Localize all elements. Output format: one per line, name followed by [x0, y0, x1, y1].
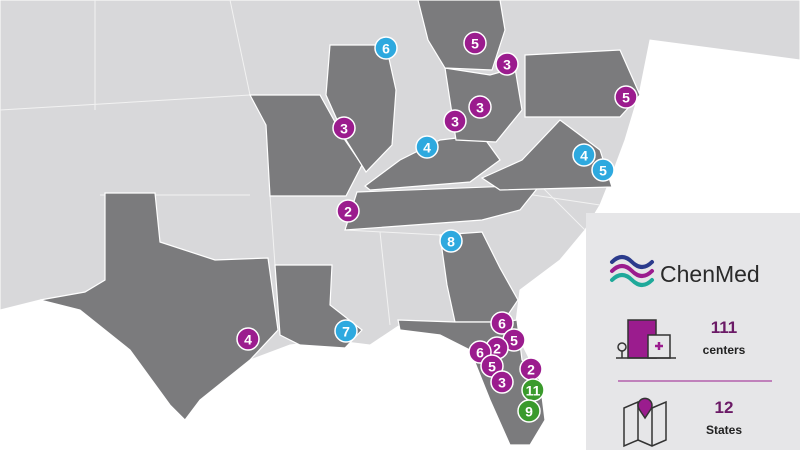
marker-count: 2 — [493, 341, 501, 357]
panel-bg — [586, 213, 800, 450]
states-count: 12 — [715, 398, 734, 417]
georgia — [439, 231, 519, 323]
marker-count: 11 — [526, 383, 541, 399]
marker-dot — [495, 52, 519, 76]
location-marker: 2 — [336, 199, 360, 223]
marker-dot — [236, 327, 260, 351]
location-marker: 6 — [490, 311, 514, 335]
location-marker: 4 — [236, 327, 260, 351]
marker-count: 6 — [382, 41, 390, 57]
virginia — [480, 119, 613, 191]
marker-count: 5 — [471, 36, 479, 52]
marker-dot — [439, 229, 463, 253]
marker-dot — [332, 116, 356, 140]
marker-dot — [374, 36, 398, 60]
location-marker: 3 — [468, 95, 492, 119]
texas — [39, 192, 279, 421]
marker-dot — [415, 135, 439, 159]
marker-count: 3 — [476, 100, 484, 116]
marker-count: 2 — [527, 362, 535, 378]
marker-count: 4 — [244, 332, 252, 348]
marker-dot — [334, 319, 358, 343]
location-marker: 3 — [490, 370, 514, 394]
marker-count: 6 — [476, 345, 484, 361]
highlighted-states — [39, 0, 641, 446]
location-marker: 3 — [443, 109, 467, 133]
marker-count: 4 — [423, 140, 431, 156]
location-marker: 6 — [374, 36, 398, 60]
marker-count: 5 — [622, 90, 630, 106]
map-icon — [623, 397, 667, 448]
location-marker: 5 — [591, 158, 615, 182]
michigan — [417, 0, 506, 71]
centers-label: centers — [703, 343, 746, 357]
location-marker: 11 — [521, 378, 545, 402]
marker-count: 7 — [342, 324, 350, 340]
marker-dot — [468, 95, 492, 119]
logo-mark — [610, 255, 654, 287]
missouri — [249, 94, 363, 197]
location-marker: 5 — [502, 328, 526, 352]
marker-count: 6 — [498, 316, 506, 332]
marker-count: 5 — [510, 333, 518, 349]
brand-name: ChenMed — [660, 261, 760, 287]
marker-count: 3 — [340, 121, 348, 137]
location-marker: 8 — [439, 229, 463, 253]
marker-dot — [517, 399, 541, 423]
marker-count: 3 — [451, 114, 459, 130]
location-marker: 5 — [614, 85, 638, 109]
marker-count: 3 — [498, 375, 506, 391]
marker-count: 2 — [344, 204, 352, 220]
marker-count: 5 — [488, 359, 496, 375]
states-label: States — [706, 423, 742, 437]
location-marker: 2 — [519, 357, 543, 381]
marker-dot — [572, 143, 596, 167]
marker-dot — [614, 85, 638, 109]
location-marker: 4 — [572, 143, 596, 167]
location-marker: 7 — [334, 319, 358, 343]
marker-dot — [463, 31, 487, 55]
location-marker: 4 — [415, 135, 439, 159]
legend-panel: ChenMed 111 centers 12 States — [586, 213, 800, 450]
location-marker: 9 — [517, 399, 541, 423]
marker-dot — [490, 311, 514, 335]
marker-dot — [443, 109, 467, 133]
centers-count: 111 — [711, 318, 738, 337]
building-icon — [616, 319, 676, 359]
marker-count: 3 — [503, 57, 511, 73]
kentucky — [364, 134, 501, 191]
marker-count: 5 — [599, 163, 607, 179]
marker-dot — [490, 370, 514, 394]
marker-count: 8 — [447, 234, 455, 250]
marker-dot — [336, 199, 360, 223]
location-marker: 3 — [495, 52, 519, 76]
marker-dot — [591, 158, 615, 182]
location-marker: 3 — [332, 116, 356, 140]
marker-count: 9 — [525, 404, 533, 420]
marker-count: 4 — [580, 148, 588, 164]
location-marker: 5 — [463, 31, 487, 55]
